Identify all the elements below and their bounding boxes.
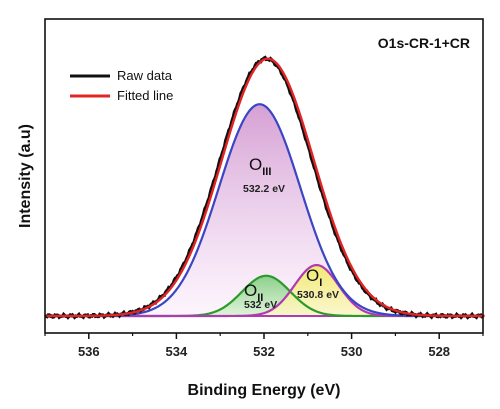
peak-label-OI: OI 530.8 eV <box>297 266 339 301</box>
curves <box>44 55 485 320</box>
peak-OII-name: O <box>244 281 257 300</box>
peak-fills <box>117 104 403 316</box>
peak-OI-name: O <box>306 266 319 285</box>
svg-text:OI: OI <box>306 266 322 289</box>
svg-text:OII: OII <box>244 281 263 304</box>
peak-OII-fill <box>181 275 351 316</box>
peak-label-OIII: OIII 532.2 eV <box>243 155 285 195</box>
x-tick-label-528: 528 <box>428 344 450 359</box>
x-tick-label-534: 534 <box>166 344 188 359</box>
peak-OII-subscript: II <box>257 292 263 304</box>
x-tick-label-532: 532 <box>253 344 275 359</box>
peak-OIII-subscript: III <box>262 166 271 178</box>
legend-raw-label: Raw data <box>117 68 173 83</box>
x-tick-label-536: 536 <box>78 344 100 359</box>
peak-OIII-fill <box>117 104 403 316</box>
peak-OII-energy: 532 eV <box>244 299 277 311</box>
peak-OI-subscript: I <box>319 277 322 289</box>
y-axis-title: Intensity (a.u) <box>17 124 34 228</box>
series-fitted-line-line <box>46 57 485 318</box>
legend-fit-label: Fitted line <box>117 88 173 103</box>
peak-OI-fill <box>239 265 394 316</box>
x-tick-label-530: 530 <box>341 344 363 359</box>
peak-OI-energy: 530.8 eV <box>297 289 339 301</box>
x-axis-ticks: 536 534 532 530 528 <box>44 333 484 359</box>
x-axis-title: Binding Energy (eV) <box>188 382 341 399</box>
svg-text:OIII: OIII <box>249 155 271 178</box>
peak-OIII-energy: 532.2 eV <box>243 183 285 195</box>
chart-title: O1s-CR-1+CR <box>378 35 470 51</box>
peak-label-OII: OII 532 eV <box>244 281 277 311</box>
peak-OIII-name: O <box>249 155 262 174</box>
legend: Raw data Fitted line <box>70 68 173 103</box>
